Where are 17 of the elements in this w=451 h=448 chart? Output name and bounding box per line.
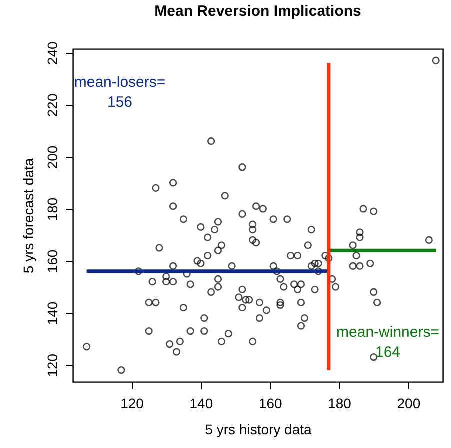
x-axis-title: 5 yrs history data [205, 422, 312, 438]
y-tick-label: 220 [44, 94, 60, 118]
x-tick-label: 200 [397, 396, 421, 412]
y-tick-label: 240 [44, 42, 60, 66]
x-tick-label: 120 [120, 396, 144, 412]
chart-title: Mean Reversion Implications [154, 3, 362, 20]
y-tick-label: 120 [44, 354, 60, 378]
y-tick-label: 140 [44, 302, 60, 326]
x-tick-label: 140 [190, 396, 214, 412]
annotation: mean-losers= 156 [74, 74, 166, 111]
y-tick-label: 200 [44, 146, 60, 170]
y-tick-label: 160 [44, 250, 60, 274]
annotation: mean-winners= 164 [336, 324, 440, 361]
x-tick-label: 160 [258, 396, 282, 412]
y-axis-title: 5 yrs forecast data [20, 158, 36, 274]
x-tick-label: 180 [328, 396, 352, 412]
y-tick-label: 180 [44, 198, 60, 222]
